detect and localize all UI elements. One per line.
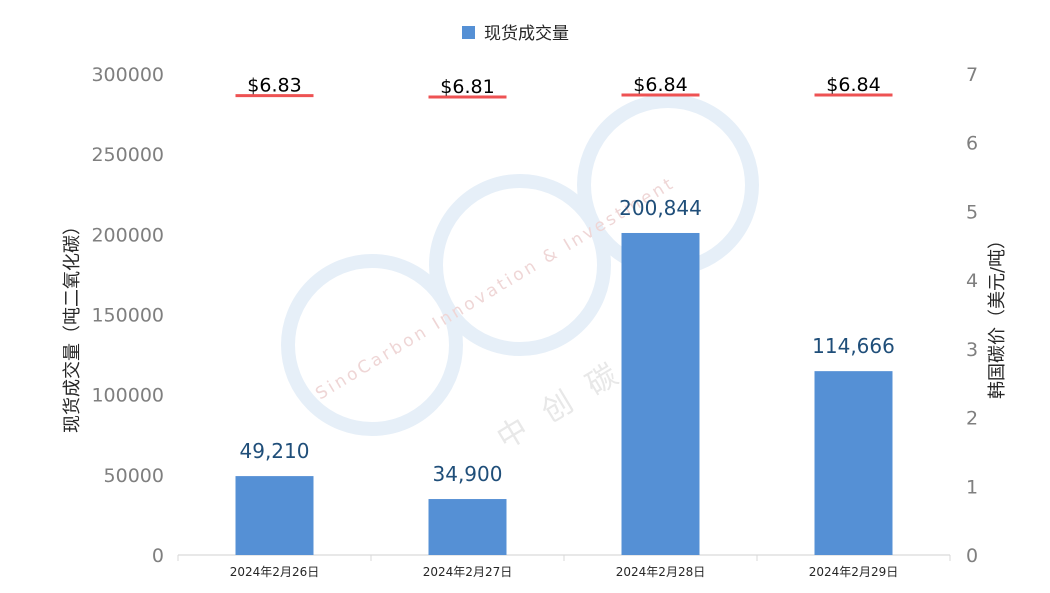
y-tick-label-right: 5	[966, 201, 978, 223]
legend-swatch-volume	[462, 26, 475, 39]
y-tick-label-right: 1	[966, 476, 978, 498]
watermark-ring-left	[281, 254, 463, 436]
y-tick-label-right: 7	[966, 64, 978, 86]
y-tick-label-right: 6	[966, 133, 978, 155]
y-tick-label-left: 150000	[91, 305, 164, 327]
bar	[814, 371, 893, 555]
y-tick-label-left: 200000	[91, 224, 164, 246]
bar	[428, 499, 507, 555]
x-tick-label: 2024年2月29日	[809, 565, 898, 579]
bar-value-label: 200,844	[619, 196, 702, 220]
x-tick-label: 2024年2月28日	[616, 565, 705, 579]
price-value-label: $6.84	[633, 74, 687, 96]
bar	[621, 232, 700, 556]
x-tick-label: 2024年2月26日	[230, 565, 319, 579]
y-tick-label-left: 250000	[91, 144, 164, 166]
price-value-label: $6.84	[826, 74, 880, 96]
bar	[235, 476, 314, 555]
legend: 现货成交量	[462, 24, 569, 44]
legend-label-volume: 现货成交量	[484, 24, 569, 44]
y-tick-label-right: 3	[966, 339, 978, 361]
watermark-ring-middle	[429, 174, 611, 356]
y-tick-label-left: 300000	[91, 64, 164, 86]
bar-series: 49,210 34,900 200,844 114,666	[235, 196, 895, 556]
y-tick-label-left: 100000	[91, 385, 164, 407]
bar-value-label: 49,210	[240, 439, 310, 463]
x-tick-label: 2024年2月27日	[423, 565, 512, 579]
y-tick-label-right: 2	[966, 408, 978, 430]
price-series: $6.83 $6.81 $6.84 $6.84	[235, 74, 893, 99]
y-tick-label-left: 0	[152, 545, 164, 567]
price-value-label: $6.83	[247, 75, 301, 97]
y-axis-title-left: 现货成交量（吨二氧化碳）	[62, 217, 83, 433]
bar-value-label: 114,666	[812, 334, 895, 358]
y-tick-label-right: 0	[966, 545, 978, 567]
y-axis-title-right: 韩国碳价（美元/吨）	[987, 231, 1008, 399]
y-tick-label-left: 50000	[104, 465, 164, 487]
bar-value-label: 34,900	[433, 462, 503, 486]
y-tick-label-right: 4	[966, 270, 978, 292]
price-value-label: $6.81	[440, 76, 494, 98]
